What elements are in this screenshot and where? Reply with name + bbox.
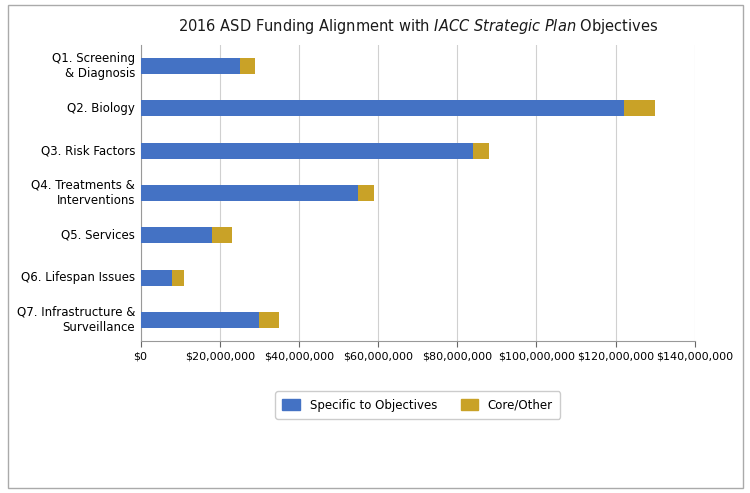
Bar xyxy=(473,142,489,159)
Bar xyxy=(239,58,256,74)
Bar xyxy=(172,270,184,285)
Bar xyxy=(140,142,473,159)
Bar xyxy=(358,185,374,201)
Bar xyxy=(623,101,656,116)
Bar xyxy=(140,312,260,328)
Bar xyxy=(140,185,358,201)
Bar xyxy=(140,58,239,74)
Title: 2016 ASD Funding Alignment with $\it{IACC\ Strategic\ Plan}$ Objectives: 2016 ASD Funding Alignment with $\it{IAC… xyxy=(178,17,658,35)
Bar xyxy=(140,227,212,244)
Bar xyxy=(140,270,172,285)
Bar xyxy=(211,227,232,244)
Bar xyxy=(140,101,623,116)
Legend: Specific to Objectives, Core/Other: Specific to Objectives, Core/Other xyxy=(275,391,560,419)
Bar xyxy=(260,312,279,328)
